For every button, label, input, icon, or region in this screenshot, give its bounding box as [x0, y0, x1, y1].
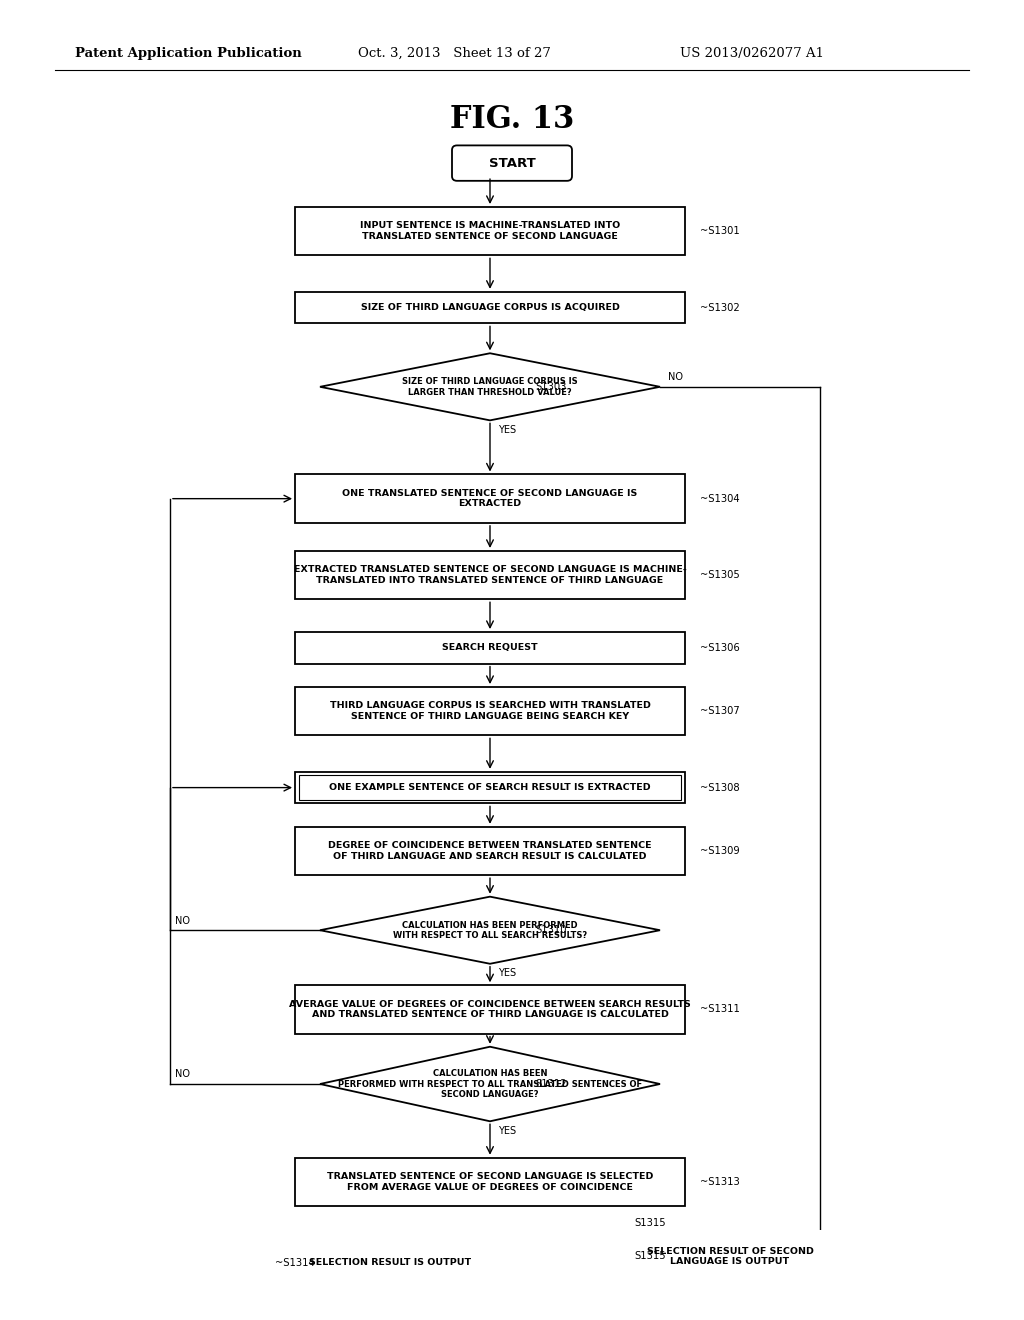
Text: ~S1304: ~S1304	[700, 494, 739, 504]
Text: ~S1314: ~S1314	[275, 1258, 314, 1269]
Bar	[295, 772, 685, 804]
Bar	[295, 207, 685, 255]
Text: CALCULATION HAS BEEN PERFORMED
WITH RESPECT TO ALL SEARCH RESULTS?: CALCULATION HAS BEEN PERFORMED WITH RESP…	[393, 920, 587, 940]
Bar	[295, 1158, 685, 1206]
Text: INPUT SENTENCE IS MACHINE-TRANSLATED INTO
TRANSLATED SENTENCE OF SECOND LANGUAGE: INPUT SENTENCE IS MACHINE-TRANSLATED INT…	[359, 222, 621, 240]
Bar	[295, 474, 685, 523]
Bar	[295, 292, 685, 323]
Text: S1310: S1310	[535, 925, 566, 935]
Text: S1312: S1312	[535, 1078, 566, 1089]
Bar	[295, 826, 685, 875]
Text: Oct. 3, 2013   Sheet 13 of 27: Oct. 3, 2013 Sheet 13 of 27	[358, 46, 551, 59]
Text: YES: YES	[498, 969, 516, 978]
Polygon shape	[319, 354, 660, 420]
Text: US 2013/0262077 A1: US 2013/0262077 A1	[680, 46, 824, 59]
Text: NO: NO	[175, 1069, 190, 1080]
Text: S1315: S1315	[634, 1217, 666, 1228]
Text: START: START	[488, 157, 536, 169]
Text: S1315: S1315	[634, 1251, 666, 1262]
Text: FIG. 13: FIG. 13	[450, 104, 574, 135]
Text: THIRD LANGUAGE CORPUS IS SEARCHED WITH TRANSLATED
SENTENCE OF THIRD LANGUAGE BEI: THIRD LANGUAGE CORPUS IS SEARCHED WITH T…	[330, 701, 650, 721]
Text: YES: YES	[498, 1126, 516, 1137]
Text: SELECTION RESULT IS OUTPUT: SELECTION RESULT IS OUTPUT	[309, 1258, 471, 1267]
Text: ~S1302: ~S1302	[700, 302, 739, 313]
Text: SELECTION RESULT OF SECOND
LANGUAGE IS OUTPUT: SELECTION RESULT OF SECOND LANGUAGE IS O…	[646, 1246, 813, 1266]
Text: SIZE OF THIRD LANGUAGE CORPUS IS
LARGER THAN THRESHOLD VALUE?: SIZE OF THIRD LANGUAGE CORPUS IS LARGER …	[402, 378, 578, 396]
Text: YES: YES	[498, 425, 516, 436]
Bar	[299, 775, 681, 800]
Text: ~S1307: ~S1307	[700, 706, 739, 717]
Bar	[295, 632, 685, 664]
FancyBboxPatch shape	[330, 1313, 450, 1320]
Polygon shape	[319, 896, 660, 964]
FancyBboxPatch shape	[452, 145, 572, 181]
Text: EXTRACTED TRANSLATED SENTENCE OF SECOND LANGUAGE IS MACHINE-
TRANSLATED INTO TRA: EXTRACTED TRANSLATED SENTENCE OF SECOND …	[294, 565, 686, 585]
Text: TRANSLATED SENTENCE OF SECOND LANGUAGE IS SELECTED
FROM AVERAGE VALUE OF DEGREES: TRANSLATED SENTENCE OF SECOND LANGUAGE I…	[327, 1172, 653, 1192]
Bar	[630, 1232, 830, 1280]
Bar	[295, 686, 685, 735]
Text: Patent Application Publication: Patent Application Publication	[75, 46, 302, 59]
Text: AVERAGE VALUE OF DEGREES OF COINCIDENCE BETWEEN SEARCH RESULTS
AND TRANSLATED SE: AVERAGE VALUE OF DEGREES OF COINCIDENCE …	[289, 999, 691, 1019]
Text: NO: NO	[668, 372, 683, 383]
Text: ~S1308: ~S1308	[700, 783, 739, 792]
Text: S1303: S1303	[535, 381, 566, 392]
Text: CALCULATION HAS BEEN
PERFORMED WITH RESPECT TO ALL TRANSLATED SENTENCES OF
SECON: CALCULATION HAS BEEN PERFORMED WITH RESP…	[338, 1069, 642, 1100]
Polygon shape	[319, 1047, 660, 1121]
Text: ONE TRANSLATED SENTENCE OF SECOND LANGUAGE IS
EXTRACTED: ONE TRANSLATED SENTENCE OF SECOND LANGUA…	[342, 488, 638, 508]
Text: DEGREE OF COINCIDENCE BETWEEN TRANSLATED SENTENCE
OF THIRD LANGUAGE AND SEARCH R: DEGREE OF COINCIDENCE BETWEEN TRANSLATED…	[328, 841, 652, 861]
Text: ~S1311: ~S1311	[700, 1005, 740, 1015]
Text: ONE EXAMPLE SENTENCE OF SEARCH RESULT IS EXTRACTED: ONE EXAMPLE SENTENCE OF SEARCH RESULT IS…	[329, 783, 651, 792]
Text: ~S1313: ~S1313	[700, 1177, 739, 1187]
Text: SIZE OF THIRD LANGUAGE CORPUS IS ACQUIRED: SIZE OF THIRD LANGUAGE CORPUS IS ACQUIRE…	[360, 304, 620, 312]
Bar	[272, 1247, 508, 1279]
Text: ~S1306: ~S1306	[700, 643, 739, 653]
Bar	[295, 550, 685, 599]
Text: NO: NO	[175, 916, 190, 925]
Text: ~S1301: ~S1301	[700, 226, 739, 236]
Bar	[295, 985, 685, 1034]
Text: ~S1309: ~S1309	[700, 846, 739, 855]
Bar	[634, 1236, 826, 1276]
Text: SEARCH REQUEST: SEARCH REQUEST	[442, 643, 538, 652]
Text: ~S1305: ~S1305	[700, 570, 739, 579]
